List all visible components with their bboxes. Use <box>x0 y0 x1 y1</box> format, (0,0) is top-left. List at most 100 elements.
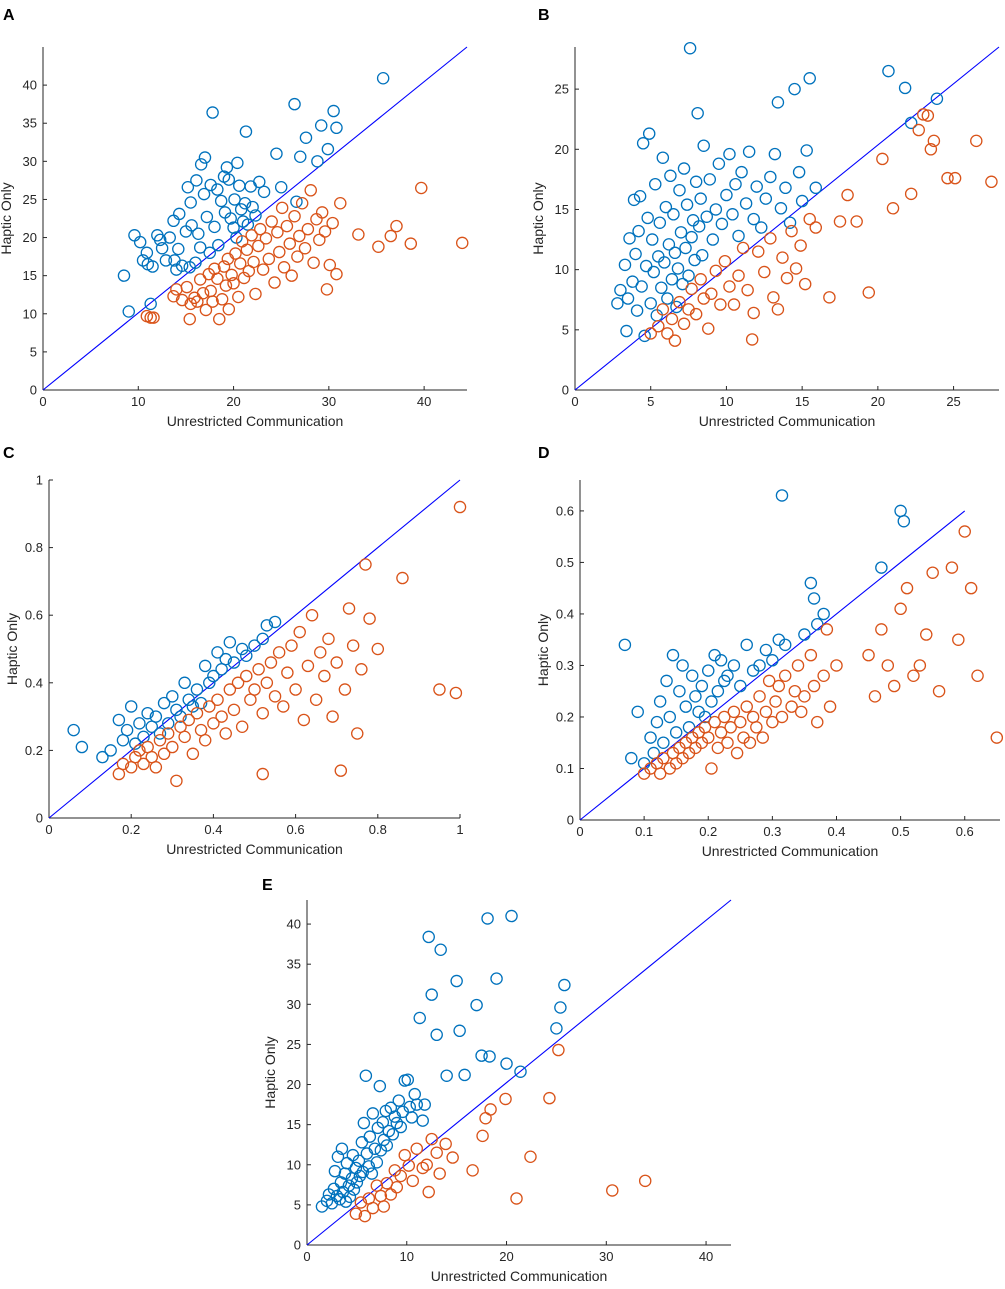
scatter-point-below <box>129 750 142 764</box>
scatter-point-below <box>606 1184 619 1197</box>
scatter-point-above <box>898 81 912 95</box>
scatter-point-below <box>758 265 771 279</box>
x-tick-label: 0.2 <box>699 824 717 839</box>
scatter-point-above <box>481 912 494 925</box>
scatter-point-below <box>718 710 731 724</box>
scatter-point-above <box>117 269 131 282</box>
scatter-point-below <box>862 286 876 299</box>
scatter-point-above <box>238 197 252 210</box>
scatter-point-below <box>350 727 364 740</box>
scatter-point-below <box>823 291 836 304</box>
scatter-point-above <box>198 151 212 164</box>
scatter-point-below <box>198 734 212 747</box>
scatter-point-above <box>661 292 674 305</box>
scatter-point-above <box>390 1116 404 1130</box>
scatter-point-below <box>862 648 875 662</box>
scatter-point-above <box>723 147 736 161</box>
scatter-point-below <box>771 303 785 316</box>
scatter-point-below <box>422 1185 435 1199</box>
scatter-point-below <box>820 623 834 636</box>
scatter-point-above <box>618 258 632 272</box>
scatter-point-below <box>330 267 343 281</box>
scatter-point-above <box>260 619 274 632</box>
scatter-point-above <box>804 576 818 590</box>
scatter-point-above <box>645 233 659 246</box>
scatter-point-below <box>803 212 816 226</box>
scatter-point-below <box>215 293 229 306</box>
y-tick-label: 0.8 <box>25 540 43 555</box>
scatter-point-above <box>208 220 221 234</box>
scatter-point-below <box>268 276 281 289</box>
scatter-point-above <box>775 489 789 502</box>
scatter-point-above <box>720 188 733 202</box>
scatter-point-below <box>449 686 463 700</box>
scatter-point-below <box>227 703 241 717</box>
scatter-point-above <box>120 723 134 737</box>
scatter-point-above <box>175 259 189 273</box>
scatter-point-below <box>948 171 962 185</box>
scatter-point-below <box>886 202 900 215</box>
y-tick-label: 25 <box>287 1037 301 1052</box>
scatter-point-below <box>894 602 907 616</box>
scatter-point-below <box>247 255 260 269</box>
scatter-point-above <box>246 200 259 214</box>
scatter-point-below <box>277 261 291 274</box>
scatter-point-below <box>952 633 965 646</box>
y-tick-label: 25 <box>555 82 569 97</box>
scatter-point-above <box>182 693 195 706</box>
scatter-point-below <box>798 277 812 291</box>
scatter-point-below <box>256 706 269 720</box>
scatter-point-above <box>416 1114 429 1127</box>
scatter-point-below <box>223 683 237 696</box>
scatter-point-above <box>174 710 187 723</box>
scatter-point-below <box>330 656 343 669</box>
scatter-point-above <box>133 717 146 730</box>
scatter-point-below <box>780 271 794 285</box>
y-tick-label: 5 <box>562 322 569 337</box>
scatter-point-above <box>632 224 645 238</box>
scatter-point-below <box>638 1174 652 1188</box>
scatter-point-below <box>358 1209 372 1223</box>
scatter-point-below <box>374 1189 388 1203</box>
scatter-point-below <box>191 295 204 308</box>
scatter-point-above <box>122 305 136 318</box>
scatter-point-below <box>272 646 286 659</box>
scatter-point-below <box>298 241 312 255</box>
scatter-point-below <box>285 639 298 652</box>
scatter-point-below <box>524 1150 537 1163</box>
scatter-point-below <box>789 262 803 275</box>
scatter-point-above <box>644 297 657 310</box>
scatter-point-below <box>366 1201 380 1215</box>
scatter-point-above <box>234 203 248 216</box>
scatter-point-above <box>373 1079 387 1093</box>
scatter-point-below <box>769 695 782 708</box>
x-tick-label: 0 <box>45 822 52 837</box>
scatter-point-above <box>206 106 219 119</box>
scatter-point-above <box>386 1128 400 1141</box>
scatter-point-above <box>795 194 809 208</box>
scatter-point-above <box>705 695 718 708</box>
scatter-point-above <box>698 710 712 724</box>
scatter-point-below <box>415 181 428 195</box>
scatter-point-below <box>702 322 715 335</box>
y-tick-label: 5 <box>294 1197 301 1212</box>
y-tick-label: 15 <box>287 1117 301 1132</box>
scatter-point-below <box>430 1146 443 1159</box>
scatter-point-below <box>743 736 757 749</box>
scatter-point-below <box>252 239 265 253</box>
scatter-point-above <box>649 177 662 191</box>
scatter-point-below <box>334 197 347 210</box>
scatter-point-above <box>930 92 944 106</box>
x-tick-label: 0.6 <box>287 822 305 837</box>
scatter-point-below <box>342 602 356 615</box>
scatter-point-below <box>384 1188 398 1201</box>
y-tick-label: 1 <box>36 473 43 488</box>
x-axis-label: Unrestricted Communication <box>167 413 344 429</box>
scatter-point-below <box>217 260 231 273</box>
scatter-point-above <box>240 649 253 663</box>
scatter-point-above <box>155 241 169 255</box>
scatter-point-above <box>659 200 673 214</box>
scatter-point-above <box>618 638 632 652</box>
scatter-point-below <box>275 201 289 215</box>
scatter-point-below <box>705 287 718 300</box>
